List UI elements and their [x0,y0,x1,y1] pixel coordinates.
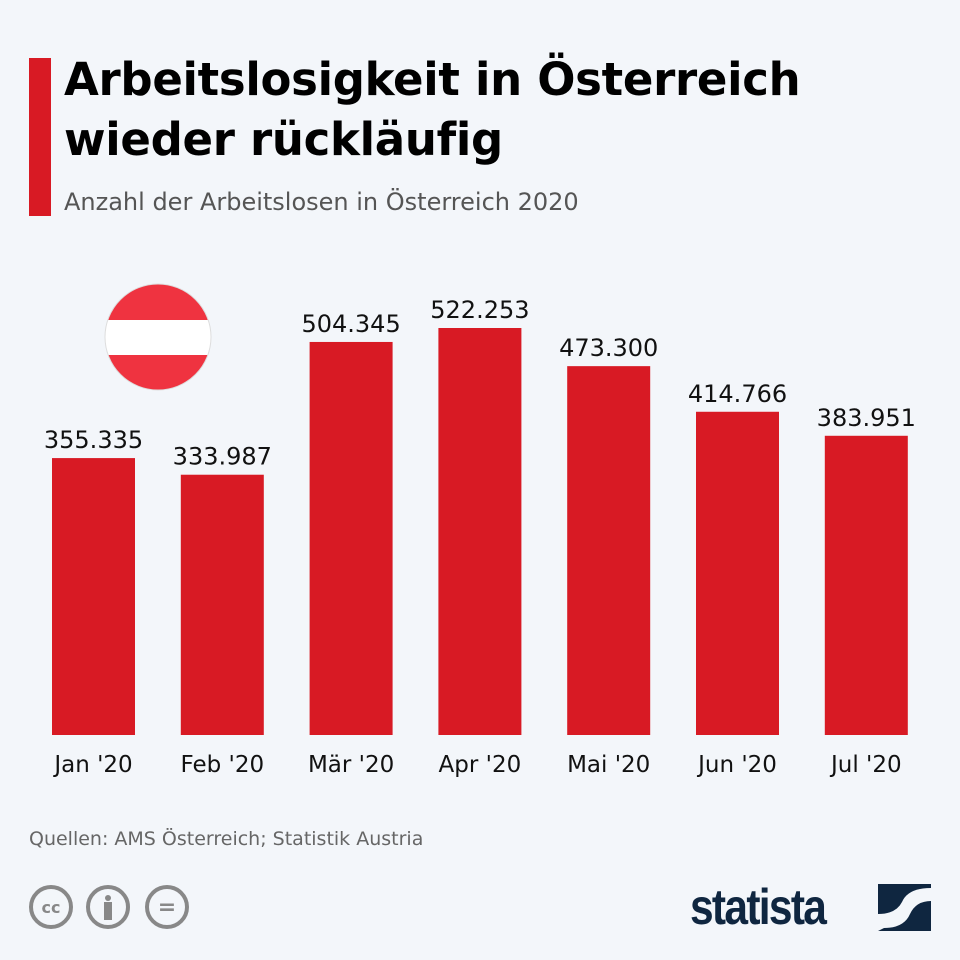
x-tick-label: Feb '20 [180,752,264,778]
x-tick-label: Apr '20 [439,752,522,778]
data-label: 504.345 [301,310,400,338]
statista-logo: statista [690,879,827,935]
bar-4 [567,366,651,735]
data-label: 333.987 [173,443,272,471]
no-derivatives-icon: = [145,885,189,929]
bar-0 [52,458,135,735]
x-tick-label: Jul '20 [829,752,902,778]
person-glyph [104,895,112,920]
cc-icon: cc [29,885,73,929]
x-tick-label: Jun '20 [696,752,777,778]
source-note: Quellen: AMS Österreich; Statistik Austr… [29,828,424,850]
nd-label: = [157,894,177,920]
bar-1 [180,474,264,735]
bar-3 [438,328,522,735]
data-label: 355.335 [44,426,143,454]
attribution-icon [86,885,130,929]
data-label: 522.253 [430,296,529,324]
x-tick-label: Mai '20 [567,752,650,778]
austria-flag-icon [104,283,212,391]
title-line-2: wieder rückläufig [64,113,503,166]
title-accent-bar [29,58,51,216]
statista-logo-mark [878,884,931,931]
cc-label: cc [41,897,61,917]
data-label: 414.766 [688,380,787,408]
chart-subtitle: Anzahl der Arbeitslosen in Österreich 20… [64,188,579,216]
chart-title: Arbeitslosigkeit in Österreich wieder rü… [64,50,801,170]
x-tick-label: Mär '20 [308,752,394,778]
bar-5 [696,411,779,735]
data-label: 383.951 [817,404,916,432]
bar-2 [309,341,393,735]
title-line-1: Arbeitslosigkeit in Österreich [64,53,801,106]
logo-wave [878,888,931,931]
bar-6 [824,435,908,735]
data-label: 473.300 [559,334,658,362]
x-tick-label: Jan '20 [52,752,132,778]
